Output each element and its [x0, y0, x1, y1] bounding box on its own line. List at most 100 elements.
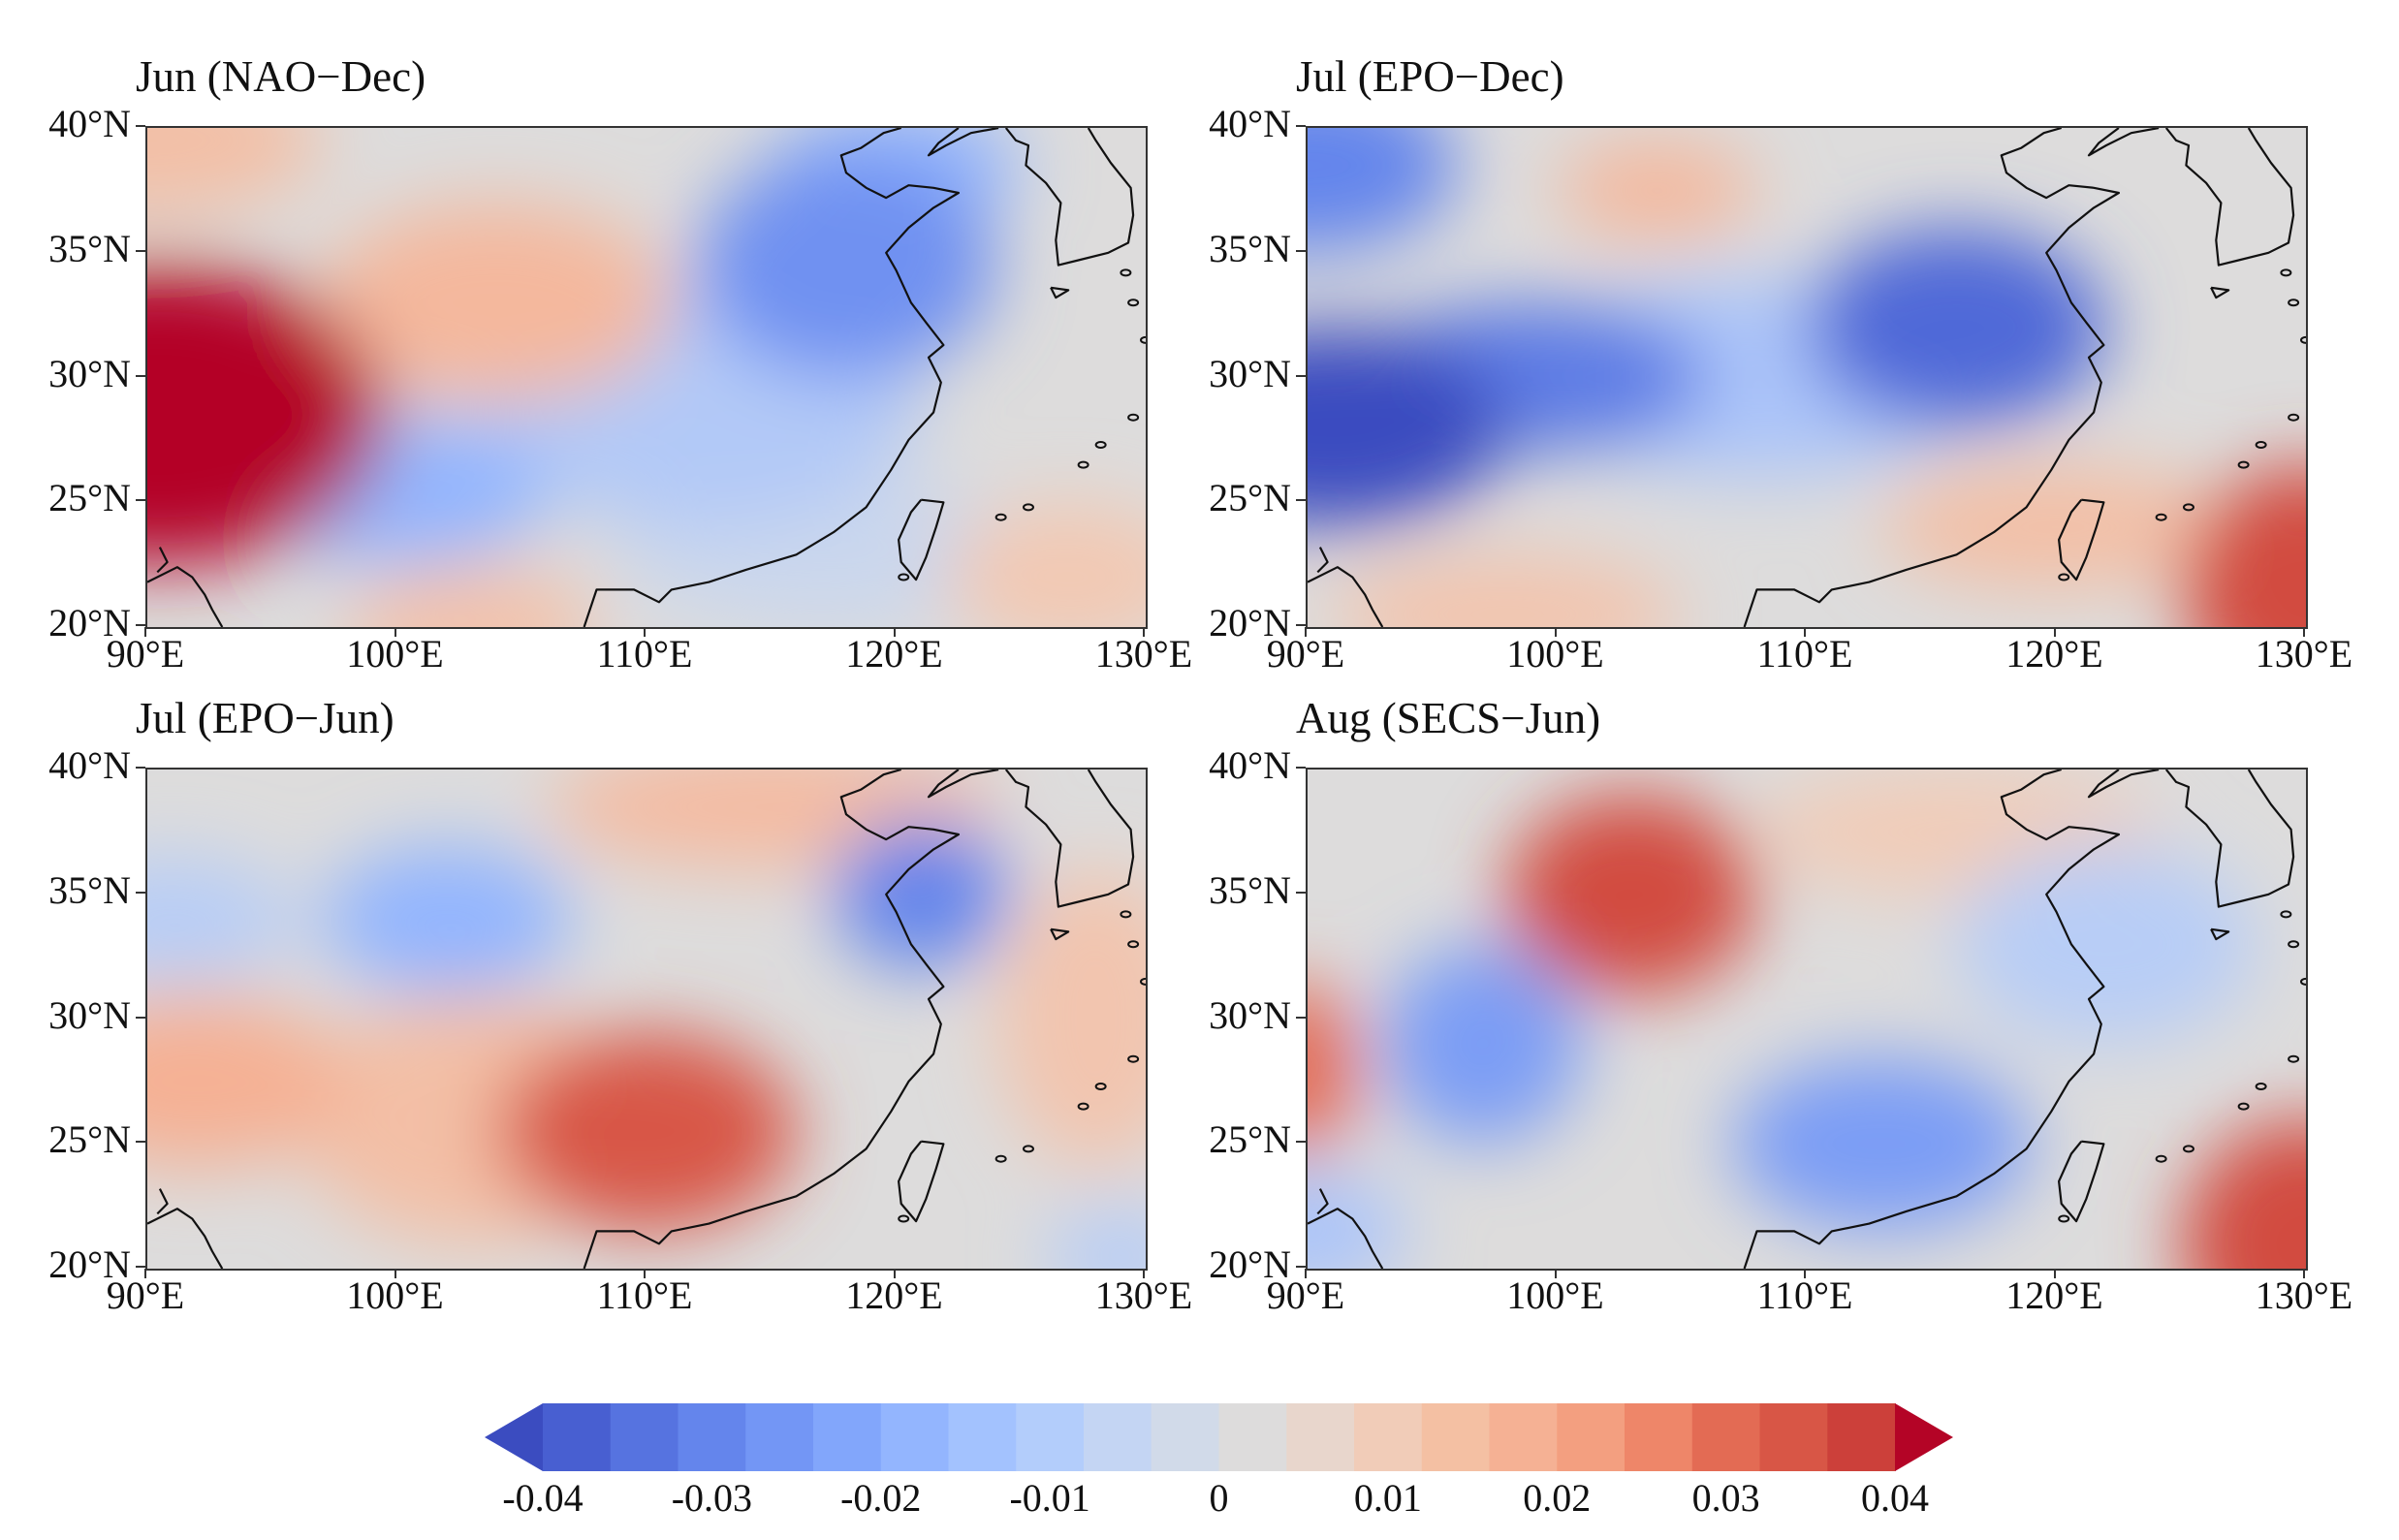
positive-anomaly: [2181, 464, 2306, 627]
colorbar-segment: [1286, 1403, 1355, 1471]
island: [1094, 1083, 1107, 1091]
island: [2155, 513, 2167, 521]
coastline: [583, 770, 961, 1269]
island: [1077, 1102, 1089, 1111]
coastline: [2087, 770, 2160, 799]
lon-tick: [2053, 627, 2056, 637]
negative-anomaly: [1308, 1169, 1407, 1269]
lon-tick-label: 130°E: [2255, 1273, 2353, 1317]
lon-tick-label: 110°E: [1756, 632, 1853, 676]
coastline: [897, 1140, 945, 1223]
anomaly-field: [1308, 770, 2306, 1269]
lat-tick-label: 20°N: [48, 601, 131, 644]
lat-tick: [136, 1016, 145, 1019]
island: [898, 1214, 910, 1223]
map-area: [1306, 768, 2308, 1271]
coastline: [1004, 770, 1135, 908]
positive-anomaly: [1881, 464, 2231, 590]
lon-tick: [1305, 627, 1307, 637]
island: [1022, 503, 1034, 512]
colorbar-segment: [813, 1403, 882, 1471]
island: [2300, 335, 2306, 344]
map-area: [1306, 126, 2308, 629]
coastline: [583, 128, 961, 627]
island: [2280, 910, 2292, 919]
lon-tick: [893, 627, 896, 637]
lat-tick: [1296, 1141, 1306, 1144]
negative-anomaly: [147, 857, 298, 982]
colorbar-segment: [1084, 1403, 1152, 1471]
lon-tick-label: 90°E: [1266, 1273, 1345, 1317]
negative-anomaly: [322, 844, 572, 994]
coastline: [2210, 286, 2230, 299]
lat-tick: [136, 1141, 145, 1144]
colorbar-segment: [610, 1403, 679, 1471]
colorbar-tick-label: -0.01: [1009, 1476, 1090, 1520]
island: [2237, 460, 2250, 469]
island: [1127, 1054, 1140, 1063]
coastline: [2057, 498, 2105, 581]
positive-anomaly: [1557, 140, 1757, 240]
colorbar-segment: [543, 1403, 612, 1471]
colorbar-segment: [1625, 1403, 1693, 1471]
negative-anomaly: [1308, 328, 1507, 527]
lon-tick: [1554, 1269, 1557, 1278]
lon-tick: [1804, 1269, 1806, 1278]
lon-tick: [1305, 1269, 1307, 1278]
negative-anomaly: [1308, 128, 1458, 253]
lat-tick: [1296, 624, 1306, 626]
lat-tick-label: 40°N: [48, 102, 131, 145]
lon-tick: [394, 1269, 396, 1278]
lon-tick-label: 90°E: [1266, 632, 1345, 676]
positive-anomaly: [1507, 794, 1757, 994]
positive-anomaly: [496, 1031, 797, 1232]
positive-anomaly: [147, 265, 385, 565]
coastline: [1316, 547, 1329, 574]
lat-tick: [136, 374, 145, 377]
lon-tick: [144, 627, 146, 637]
lon-tick: [1554, 627, 1557, 637]
lat-tick: [136, 499, 145, 502]
island: [2288, 299, 2300, 307]
positive-anomaly: [147, 128, 323, 216]
lon-tick: [1143, 1269, 1145, 1278]
lat-tick-label: 35°N: [48, 226, 131, 270]
negative-anomaly: [1956, 844, 2257, 1045]
anomaly-field: [147, 128, 1146, 627]
lat-tick-label: 25°N: [1209, 1117, 1291, 1162]
lon-tick: [2053, 1269, 2056, 1278]
island: [1077, 460, 1089, 469]
lat-tick-label: 40°N: [1209, 102, 1291, 145]
lon-tick: [1804, 627, 1806, 637]
lat-tick-label: 25°N: [48, 1117, 131, 1162]
lon-tick-label: 100°E: [1506, 632, 1604, 676]
colorbar-segment: [745, 1403, 814, 1471]
lat-tick-label: 40°N: [48, 743, 131, 787]
negative-anomaly: [1046, 1206, 1146, 1269]
negative-anomaly: [834, 819, 1009, 969]
coastline: [1743, 128, 2121, 627]
island: [994, 513, 1007, 521]
lat-tick-label: 30°N: [48, 351, 131, 395]
panel-title: Jun (NAO−Dec): [136, 52, 426, 101]
lon-tick-label: 120°E: [845, 1273, 943, 1317]
colorbar-segment: [1218, 1403, 1288, 1471]
coastline: [897, 498, 945, 581]
lat-tick: [1296, 249, 1306, 252]
colorbar-tick-label: -0.02: [840, 1476, 922, 1520]
coastline: [147, 566, 224, 627]
colorbar-tick-label: 0.01: [1353, 1476, 1422, 1520]
negative-anomaly: [1382, 944, 1583, 1145]
lat-tick: [1296, 499, 1306, 502]
coastline: [927, 128, 999, 157]
island: [1127, 299, 1140, 307]
island: [1120, 910, 1132, 919]
lon-tick-label: 100°E: [346, 1273, 444, 1317]
lon-tick: [2303, 1269, 2305, 1278]
lon-tick: [893, 1269, 896, 1278]
lat-tick: [1296, 891, 1306, 894]
lat-tick-label: 20°N: [1209, 601, 1291, 644]
lat-tick: [1296, 374, 1306, 377]
lat-tick: [136, 125, 145, 127]
colorbar-tick-label: 0.03: [1691, 1476, 1760, 1520]
